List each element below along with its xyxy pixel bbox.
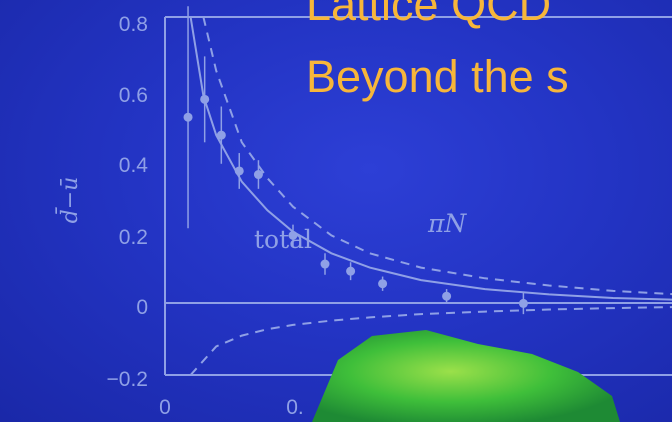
solid-curve-0 [189, 16, 672, 301]
point-marker [234, 166, 244, 176]
data-point [253, 160, 263, 189]
point-marker [216, 130, 226, 140]
y-tick-label: 0.4 [119, 154, 149, 177]
data-point [378, 276, 388, 291]
point-marker [200, 94, 210, 104]
point-marker [288, 230, 298, 240]
x-tick-label: 0. [286, 396, 304, 419]
dashed-curve-2 [189, 306, 672, 376]
pin-curve-label: πN [427, 209, 467, 238]
points-layer [183, 6, 528, 315]
point-marker [442, 291, 452, 301]
point-marker [346, 266, 356, 276]
y-axis-label: d̄−ū [55, 177, 83, 224]
data-point [288, 224, 298, 247]
point-marker [320, 259, 330, 269]
data-point [200, 56, 210, 143]
bullet-lattice-qcd: Lattice QCD [306, 0, 552, 30]
dashed-curve-1 [202, 16, 672, 296]
y-tick-label: −0.2 [107, 368, 148, 391]
point-marker [378, 279, 388, 289]
data-point [234, 153, 244, 189]
data-point [216, 106, 226, 164]
point-marker [253, 170, 263, 180]
point-marker [518, 298, 528, 308]
bullet-beyond-the-standard: Beyond the s [306, 51, 569, 102]
y-tick-label: 0.6 [119, 84, 148, 107]
data-point [346, 262, 356, 281]
y-tick-label: 0.8 [119, 13, 148, 36]
point-marker [183, 112, 193, 122]
total-curve-label: total [254, 225, 312, 254]
data-point [442, 289, 452, 304]
series-layer [189, 16, 672, 376]
y-tick-label: 0.2 [119, 226, 148, 249]
y-tick-label: 0 [136, 296, 148, 319]
data-point [320, 253, 330, 275]
data-point [183, 6, 193, 229]
green-blob-image [312, 330, 620, 422]
data-point [518, 292, 528, 315]
x-tick-label: 0 [159, 396, 171, 419]
